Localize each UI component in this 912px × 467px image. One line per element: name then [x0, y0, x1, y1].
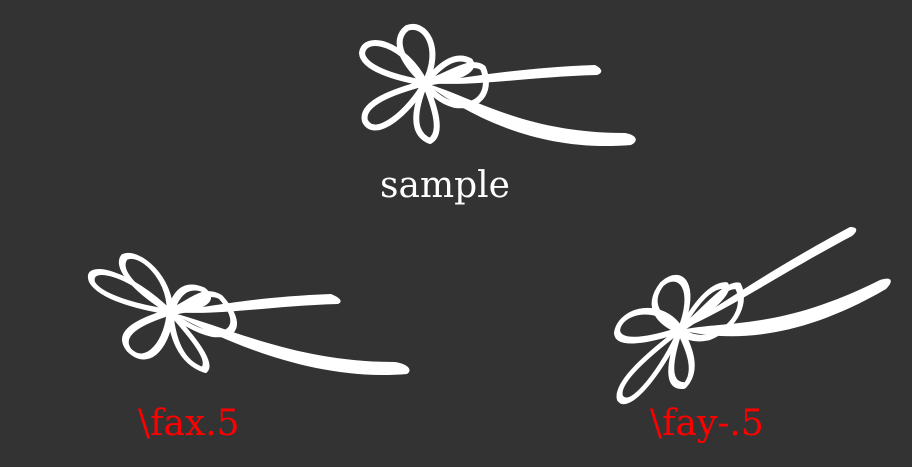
- sample-label: sample: [380, 165, 510, 206]
- flower-icon: [355, 15, 655, 145]
- flower-icon: [610, 225, 910, 405]
- flower-icon: [80, 250, 420, 390]
- fax-label: \fax.5: [138, 403, 240, 444]
- fay-label: \fay-.5: [650, 403, 764, 444]
